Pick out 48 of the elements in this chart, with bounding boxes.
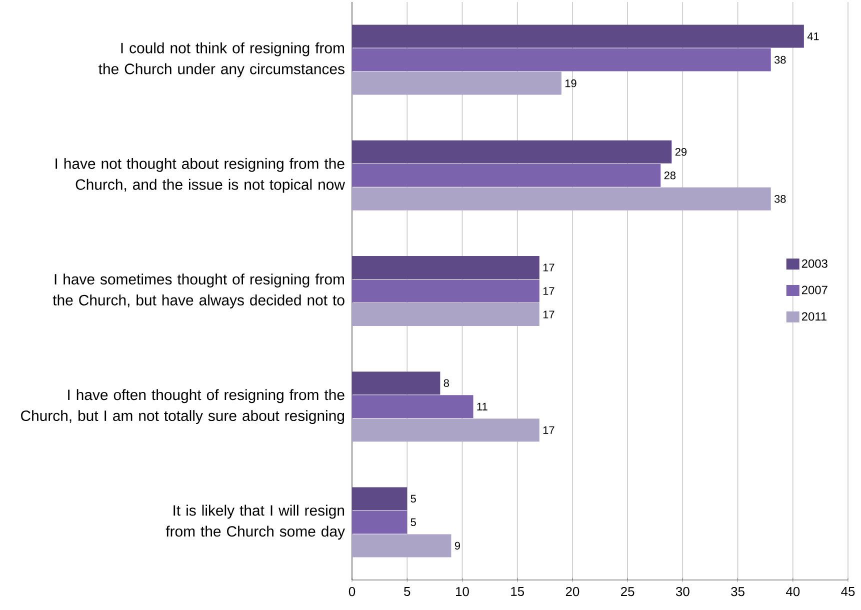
x-tick-label: 15 [511, 586, 524, 596]
y-tick-label: I have often thought of resigning from the Church, but I am not totally sure about resigning [21, 389, 344, 424]
bar [352, 140, 672, 164]
y-tick-label: I have sometimes thought of resigning from the Church, but have always decided not to [52, 274, 344, 308]
x-tick-label: 5 [404, 586, 410, 596]
legend-label: 2003 [802, 259, 828, 268]
data-label: 38 [774, 195, 786, 203]
data-label: 29 [675, 148, 687, 156]
x-tick-label: 20 [566, 586, 580, 596]
legend-label: 2007 [802, 286, 828, 294]
data-label: 11 [477, 402, 488, 410]
data-label: 17 [543, 426, 554, 434]
x-tick-label: 0 [348, 586, 356, 596]
data-label: 17 [543, 264, 554, 272]
bar [352, 164, 661, 187]
x-tick-label: 45 [841, 586, 855, 596]
legend-label: 2011 [802, 312, 826, 321]
x-tick-label: 40 [786, 586, 800, 596]
y-tick-label: It is likely that I will resign from the Church some day [166, 504, 345, 540]
data-label: 17 [543, 287, 554, 295]
data-label: 41 [807, 32, 819, 40]
bar [352, 24, 804, 48]
x-tick-label: 35 [731, 586, 744, 596]
bar [352, 256, 540, 279]
bar [352, 418, 540, 442]
bar [352, 187, 771, 210]
data-label: 5 [410, 494, 416, 503]
data-label: 8 [444, 379, 449, 387]
x-tick-label: 30 [676, 586, 690, 596]
x-tick-label: 10 [456, 586, 469, 596]
bar [352, 279, 540, 302]
data-label: 9 [454, 542, 460, 550]
data-label: 28 [664, 172, 676, 180]
data-label: 17 [543, 310, 554, 318]
bar [352, 48, 771, 72]
data-label: 5 [410, 518, 416, 526]
data-label: 38 [774, 56, 786, 64]
y-tick-label: I have not thought about resigning from the Church, and the issue is not topical now [56, 158, 346, 193]
bar [352, 510, 408, 534]
data-label: 19 [565, 79, 576, 88]
bar [352, 395, 474, 418]
bar [352, 302, 540, 326]
bar [352, 487, 408, 510]
y-tick-label: I could not think of resigning from the Church under any circumstances [98, 42, 344, 78]
bar [352, 72, 562, 95]
bar [352, 372, 440, 395]
x-tick-label: 25 [621, 586, 634, 596]
bar [352, 534, 452, 558]
